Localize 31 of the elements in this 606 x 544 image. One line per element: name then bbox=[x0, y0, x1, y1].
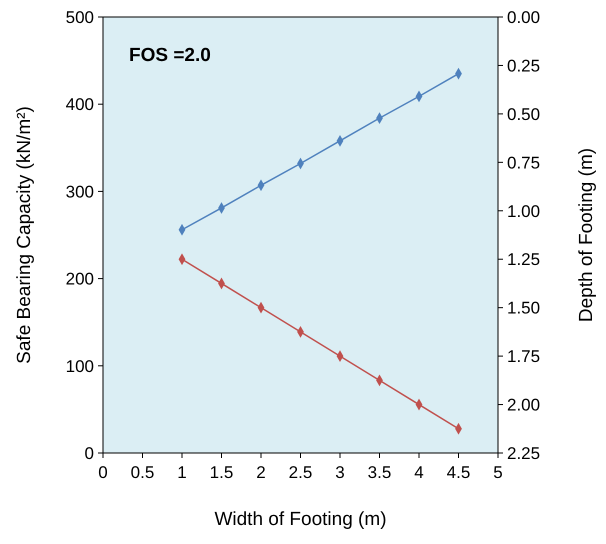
y2-tick-label: 1.50 bbox=[507, 298, 540, 318]
y2-tick-label: 1.75 bbox=[507, 347, 540, 366]
x-tick-label: 4 bbox=[414, 463, 424, 482]
y-tick-label: 200 bbox=[66, 270, 94, 289]
y-tick-label: 100 bbox=[66, 356, 94, 376]
y2-tick-label: 1.25 bbox=[507, 250, 540, 270]
y2-tick-label: 0.50 bbox=[507, 104, 540, 124]
y2-tick-label: 0.75 bbox=[507, 153, 540, 172]
y-tick-label: 500 bbox=[66, 8, 94, 27]
x-tick-label: 1 bbox=[177, 463, 187, 482]
y-axis-title: Safe Bearing Capacity (kN/m²) bbox=[14, 106, 35, 364]
x-tick-label: 3.5 bbox=[368, 463, 392, 482]
x-tick-label: 3 bbox=[335, 463, 345, 482]
y2-tick-label: 0.00 bbox=[507, 8, 540, 27]
x-tick-label: 5 bbox=[493, 463, 503, 482]
y-tick-label: 300 bbox=[66, 182, 94, 202]
x-tick-label: 4.5 bbox=[446, 463, 470, 482]
y-tick-label: 0 bbox=[84, 444, 94, 463]
y-tick-label: 400 bbox=[66, 95, 94, 114]
x-tick-label: 1.5 bbox=[210, 463, 234, 482]
x-tick-label: 0.5 bbox=[130, 463, 154, 482]
annotation: FOS =2.0 bbox=[129, 45, 211, 66]
y2-tick-label: 2.00 bbox=[507, 396, 540, 415]
x-tick-label: 2 bbox=[256, 463, 266, 482]
y2-tick-label: 0.25 bbox=[507, 56, 540, 76]
x-axis-title: Width of Footing (m) bbox=[214, 509, 387, 530]
x-tick-label: 0 bbox=[98, 463, 108, 482]
y2-tick-label: 1.00 bbox=[507, 202, 540, 221]
y2-axis-title: Depth of Footing (m) bbox=[576, 148, 597, 322]
y2-tick-label: 2.25 bbox=[507, 444, 540, 463]
x-tick-label: 2.5 bbox=[288, 463, 312, 482]
